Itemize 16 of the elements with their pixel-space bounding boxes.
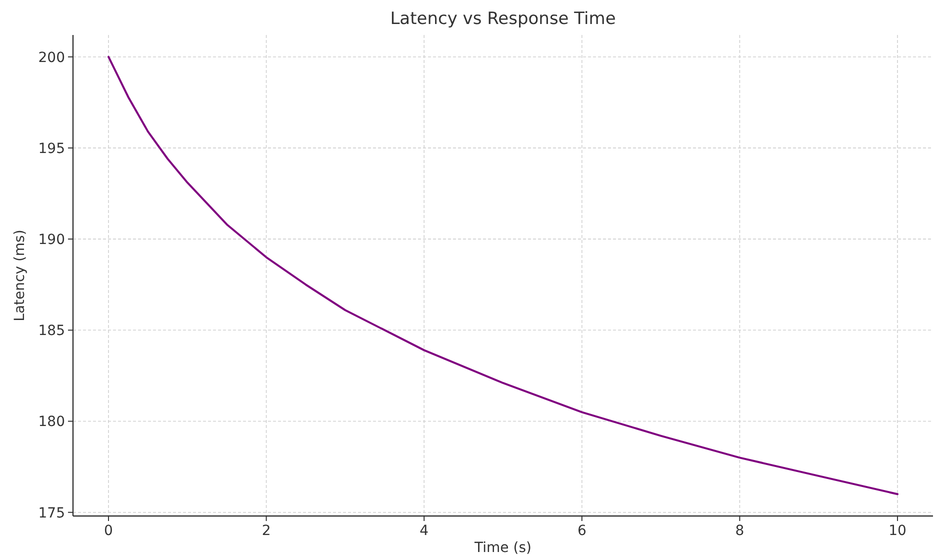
x-tick-label: 6 [577, 523, 586, 539]
chart-title: Latency vs Response Time [390, 9, 616, 29]
x-tick-label: 4 [420, 523, 429, 539]
line-series [108, 56, 898, 496]
x-tick-label: 10 [888, 523, 906, 539]
y-tick-label: 180 [38, 414, 65, 430]
x-tick-label: 8 [735, 523, 744, 539]
y-tick-label: 200 [38, 50, 65, 66]
x-axis-title: Time (s) [474, 540, 532, 556]
x-tick-label: 0 [104, 523, 113, 539]
y-tick-label: 190 [38, 232, 65, 248]
y-tick-label: 195 [38, 140, 65, 157]
y-tick-label: 175 [38, 505, 65, 522]
y-axis-title: Latency (ms) [12, 230, 28, 322]
x-tick-label: 2 [262, 523, 271, 539]
y-tick-label: 185 [38, 323, 65, 340]
